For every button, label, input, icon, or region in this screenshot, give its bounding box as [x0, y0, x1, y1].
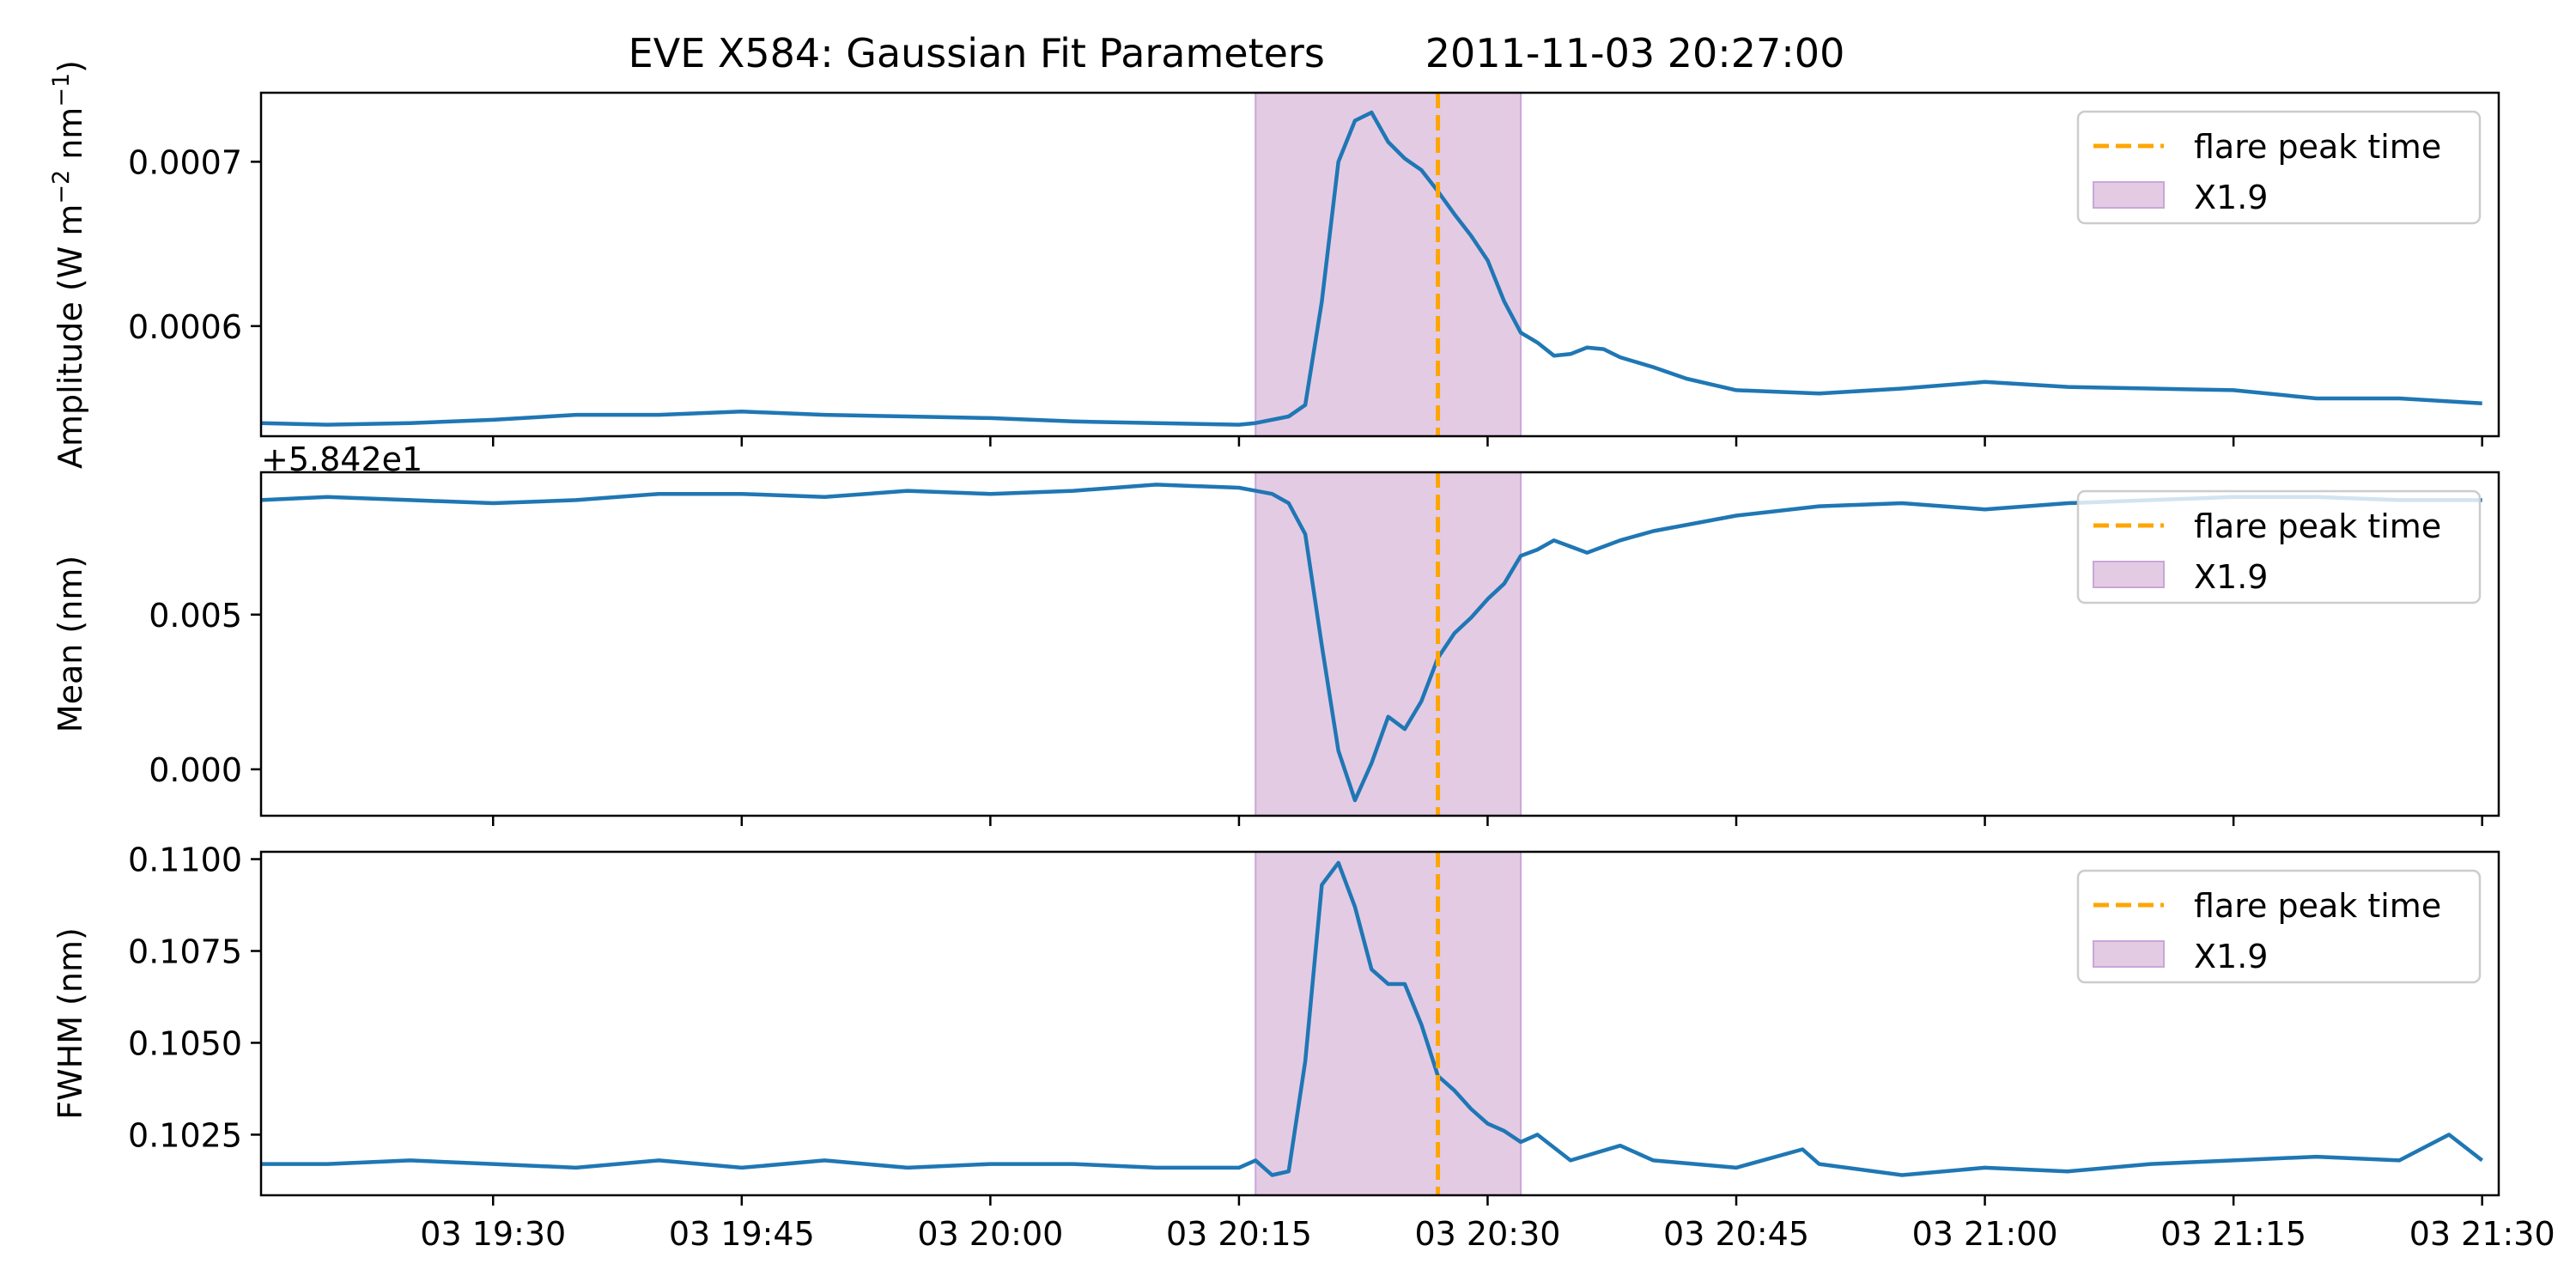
- y-tick-label: 0.1025: [128, 1116, 242, 1154]
- series-line: [260, 483, 2482, 803]
- x-tick-label: 03 20:45: [1663, 1215, 1809, 1253]
- y-tick-label: 0.0006: [128, 308, 242, 346]
- legend-swatch-flare: [2093, 561, 2165, 588]
- legend: flare peak time X1.9: [2076, 869, 2482, 984]
- legend-label-flare: X1.9: [2194, 938, 2268, 975]
- legend-label-peak: flare peak time: [2194, 887, 2441, 925]
- x-tick-label: 03 20:00: [917, 1215, 1063, 1253]
- y-axis-label: Mean (nm): [52, 556, 89, 732]
- legend-label-flare: X1.9: [2194, 179, 2268, 216]
- y-tick-label: 0.1050: [128, 1024, 242, 1062]
- x-tick-label: 03 20:15: [1166, 1215, 1312, 1253]
- y-tick-label: 0.1075: [128, 933, 242, 971]
- legend: flare peak time X1.9: [2076, 110, 2482, 225]
- x-tick-label: 03 21:15: [2160, 1215, 2306, 1253]
- legend-label-flare: X1.9: [2194, 558, 2268, 596]
- axes-frame: [259, 91, 2500, 438]
- y-axis-label: FWHM (nm): [52, 927, 89, 1120]
- legend-box: [2076, 489, 2482, 605]
- legend-label-peak: flare peak time: [2194, 128, 2441, 166]
- legend-swatch-flare: [2093, 940, 2165, 968]
- x-tick-label: 03 20:30: [1414, 1215, 1560, 1253]
- axes-frame: [259, 850, 2500, 1197]
- x-tick-label: 03 21:30: [2409, 1215, 2555, 1253]
- y-axis-label: Amplitude (W m−2 nm−1): [48, 60, 90, 469]
- x-tick-label: 03 19:45: [669, 1215, 815, 1253]
- legend-box: [2076, 110, 2482, 225]
- y-axis-label-exponent: −1: [48, 73, 75, 107]
- legend-swatch-flare: [2093, 181, 2165, 209]
- panel-2: 0.000 0.005 Mean (nm) flare peak time X1.9: [52, 471, 2500, 826]
- axes-frame: [259, 471, 2500, 817]
- legend-box: [2076, 869, 2482, 984]
- legend-label-peak: flare peak time: [2194, 507, 2441, 545]
- y-tick-label: 0.1100: [128, 841, 242, 879]
- flare-span: [1255, 851, 1522, 1196]
- y-axis-label-exponent: −2: [48, 170, 75, 204]
- x-tick-label: 03 19:30: [420, 1215, 566, 1253]
- legend: flare peak time X1.9: [2076, 489, 2482, 605]
- panel-3: 0.1025 0.1050 0.1075 0.1100 03 19:30 03 19:45…: [52, 841, 2555, 1253]
- y-tick-label: 0.0007: [128, 143, 242, 181]
- series-line: [261, 860, 2484, 1177]
- x-tick-label: 03 21:00: [1912, 1215, 2058, 1253]
- y-tick-label: 0.005: [149, 597, 242, 635]
- flare-span: [1255, 92, 1522, 437]
- chart-title: EVE X584: Gaussian Fit Parameters 2011-1…: [629, 30, 1845, 76]
- y-tick-label: 0.000: [149, 751, 242, 789]
- flare-span: [1255, 471, 1522, 817]
